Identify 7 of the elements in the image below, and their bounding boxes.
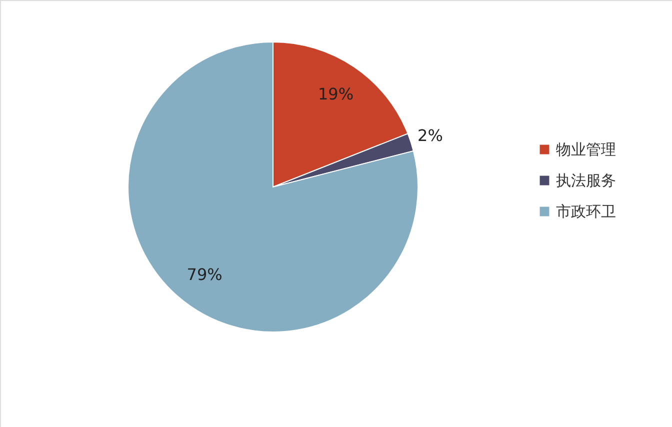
data-label: 2%: [418, 126, 443, 145]
legend-label: 执法服务: [556, 172, 616, 190]
data-label: 79%: [186, 265, 222, 284]
legend-label: 物业管理: [556, 140, 616, 158]
data-label: 19%: [318, 84, 354, 104]
pie-slice: [128, 42, 418, 332]
legend-label: 市政环卫: [556, 202, 616, 220]
